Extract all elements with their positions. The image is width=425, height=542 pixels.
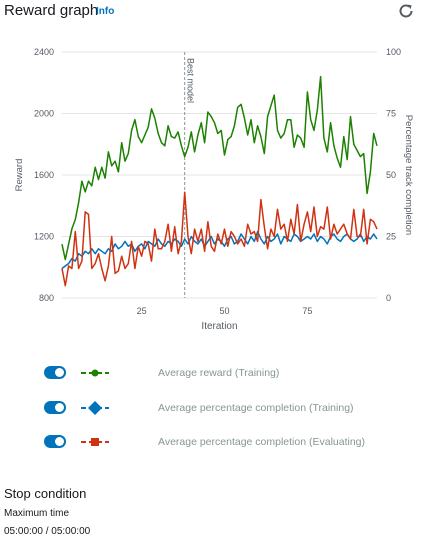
y2-tick-label: 25	[386, 232, 396, 242]
legend-label-completion-evaluating: Average percentage completion (Evaluatin…	[158, 436, 366, 448]
red-square-marker-icon	[81, 438, 109, 446]
toggle-knob	[55, 368, 64, 377]
x-axis-title: Iteration	[201, 321, 237, 332]
toggle-reward-training[interactable]	[44, 366, 66, 379]
page-title: Reward graph	[4, 2, 99, 19]
y-tick-label: 2000	[34, 109, 54, 119]
reward-chart: 800 1200 1600 2000 2400 0 25 50 75 100 25 50 75 Itera…	[14, 47, 414, 332]
series-line-completion-evaluating	[61, 191, 378, 287]
y-tick-label: 2400	[34, 47, 54, 57]
y2-tick-label: 50	[386, 170, 396, 180]
y-tick-label: 800	[39, 293, 54, 303]
blue-diamond-marker-icon	[81, 401, 109, 415]
y-tick-label: 1200	[34, 232, 54, 242]
reward-graph-header: Reward graph Info	[4, 2, 421, 26]
stop-condition-title: Stop condition	[4, 486, 87, 501]
legend-item-completion-evaluating: Average percentage completion (Evaluatin…	[44, 433, 414, 453]
y2-tick-label: 100	[386, 47, 401, 57]
toggle-completion-training[interactable]	[44, 401, 66, 414]
legend-label-reward-training: Average reward (Training)	[158, 367, 280, 379]
y2-tick-label: 75	[386, 109, 396, 119]
series-line-reward-training	[61, 75, 378, 261]
y2-tick-label: 0	[386, 293, 391, 303]
stop-condition-value: 05:00:00 / 05:00:00	[4, 526, 91, 537]
legend-label-completion-training: Average percentage completion (Training)	[158, 402, 354, 414]
y-tick-label: 1600	[34, 170, 54, 180]
x-tick-label: 50	[219, 306, 229, 316]
refresh-icon[interactable]	[397, 2, 415, 20]
y2-axis-title: Percentage track completion	[403, 115, 414, 235]
toggle-completion-evaluating[interactable]	[44, 435, 66, 448]
x-tick-label: 25	[137, 306, 147, 316]
best-model-label: Best model	[186, 58, 196, 103]
toggle-knob	[55, 403, 64, 412]
legend-item-completion-training: Average percentage completion (Training)	[44, 399, 414, 419]
stop-condition-label: Maximum time	[4, 508, 70, 519]
info-link[interactable]: Info	[96, 6, 115, 17]
toggle-knob	[55, 437, 64, 446]
x-tick-label: 75	[302, 306, 312, 316]
green-circle-marker-icon	[81, 369, 109, 377]
y-axis-title: Reward	[14, 159, 25, 192]
legend-item-reward-training: Average reward (Training)	[44, 364, 414, 384]
